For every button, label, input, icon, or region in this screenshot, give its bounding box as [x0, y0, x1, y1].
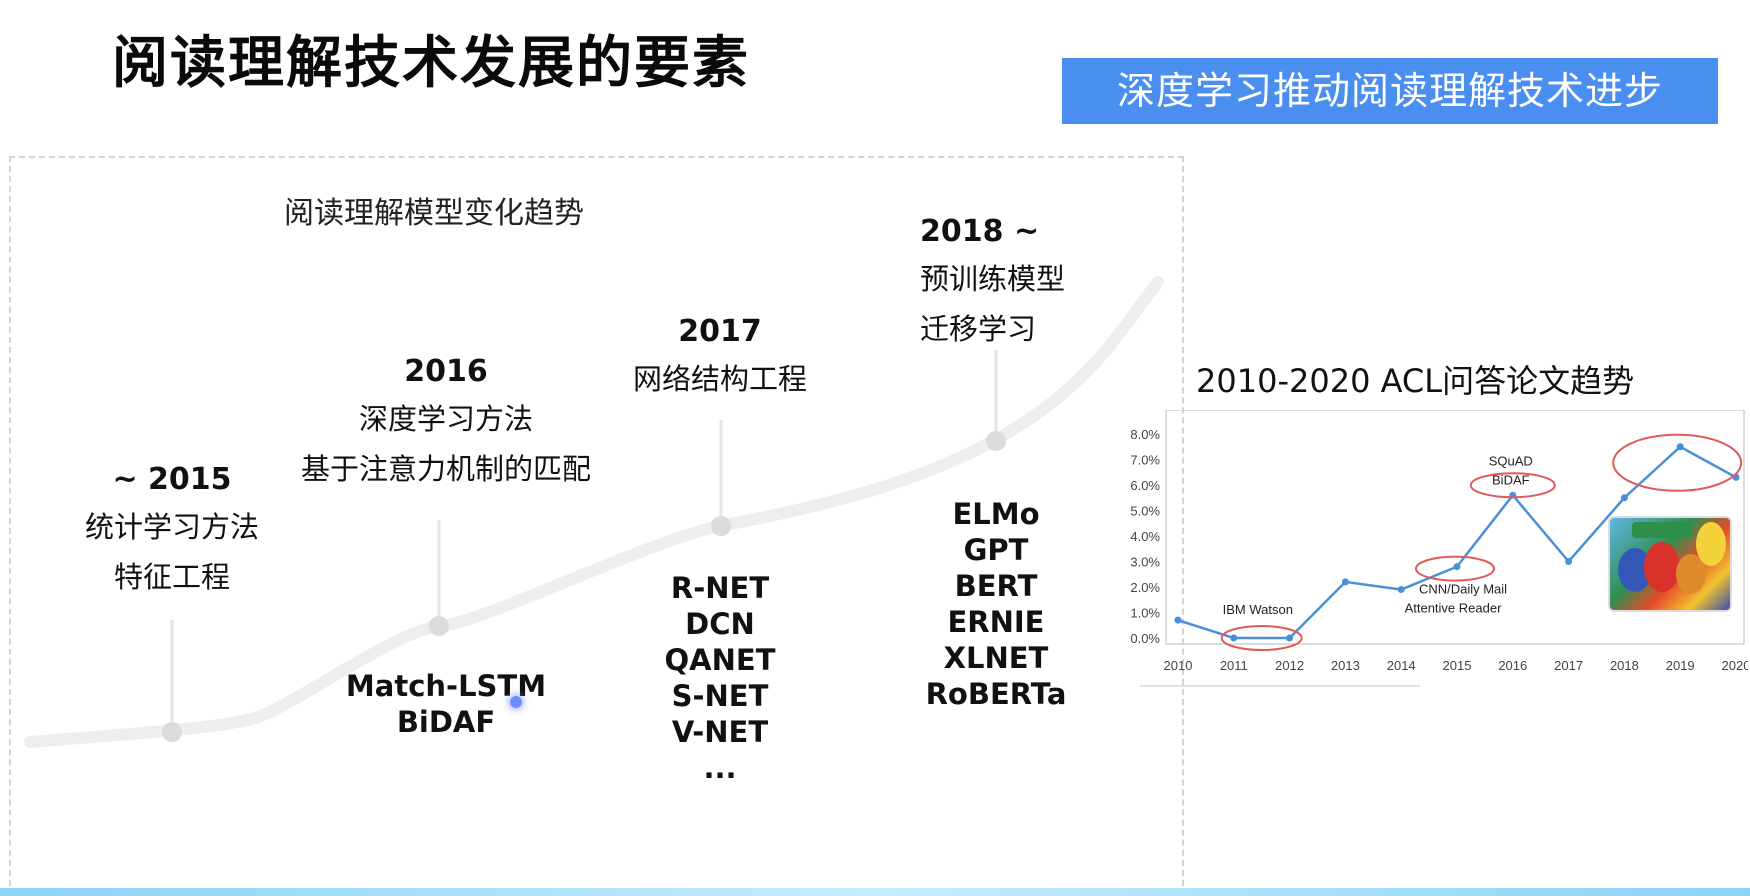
- y-tick-label: 1.0%: [1130, 606, 1160, 621]
- model-name: V-NET: [620, 714, 820, 750]
- model-name: XLNET: [896, 640, 1096, 676]
- stage-4-line: 迁移学习: [920, 304, 1065, 354]
- stage-3-year: 2017: [600, 310, 840, 354]
- model-name: GPT: [896, 532, 1096, 568]
- y-tick-label: 4.0%: [1130, 529, 1160, 544]
- x-tick-label: 2017: [1554, 658, 1583, 673]
- data-point: [1286, 635, 1293, 642]
- stage-2-line: 基于注意力机制的匹配: [286, 444, 606, 494]
- sesame-street-image: [1608, 516, 1732, 612]
- y-tick-label: 7.0%: [1130, 453, 1160, 468]
- data-point: [1175, 617, 1182, 624]
- x-tick-label: 2010: [1164, 658, 1193, 673]
- y-tick-label: 8.0%: [1130, 427, 1160, 442]
- data-point: [1398, 586, 1405, 593]
- pointer-indicator: [510, 696, 522, 708]
- stage-3-models: R-NET DCN QANET S-NET V-NET ...: [620, 570, 820, 786]
- y-tick-label: 3.0%: [1130, 555, 1160, 570]
- timeline-heading: 阅读理解模型变化趋势: [284, 188, 584, 232]
- stage-2-line: 深度学习方法: [286, 394, 606, 444]
- x-tick-label: 2011: [1220, 658, 1248, 673]
- data-point: [1677, 443, 1684, 450]
- model-name: Match-LSTM: [326, 668, 566, 704]
- stage-2-label: 2016 深度学习方法 基于注意力机制的匹配: [286, 350, 606, 494]
- model-name: RoBERTa: [896, 676, 1096, 712]
- y-tick-label: 0.0%: [1130, 631, 1160, 646]
- stage-2-year: 2016: [286, 350, 606, 394]
- chart-annotation: IBM Watson: [1223, 602, 1293, 617]
- chart-annotation: Attentive Reader: [1405, 601, 1503, 616]
- x-tick-label: 2012: [1275, 658, 1304, 673]
- x-tick-label: 2020: [1722, 658, 1748, 673]
- model-name: ERNIE: [896, 604, 1096, 640]
- y-tick-label: 6.0%: [1130, 478, 1160, 493]
- stage-4-models: ELMo GPT BERT ERNIE XLNET RoBERTa: [896, 496, 1096, 712]
- model-name: ...: [620, 750, 820, 786]
- x-tick-label: 2014: [1387, 658, 1416, 673]
- chart-title: 2010-2020 ACL问答论文趋势: [1196, 356, 1634, 402]
- data-point: [1621, 494, 1628, 501]
- y-tick-label: 5.0%: [1130, 504, 1160, 519]
- data-point: [1342, 578, 1349, 585]
- chart-annotation: CNN/Daily Mail: [1419, 582, 1507, 597]
- highlight-ellipse-2019: [1613, 435, 1741, 491]
- x-tick-label: 2019: [1666, 658, 1695, 673]
- x-tick-label: 2015: [1443, 658, 1472, 673]
- x-tick-label: 2018: [1610, 658, 1639, 673]
- stage-4-line: 预训练模型: [920, 254, 1065, 304]
- data-point: [1454, 563, 1461, 570]
- model-name: ELMo: [896, 496, 1096, 532]
- stage-3-line: 网络结构工程: [600, 354, 840, 404]
- x-tick-label: 2013: [1331, 658, 1360, 673]
- stage-3-label: 2017 网络结构工程: [600, 310, 840, 404]
- stage-1-label: ~ 2015 统计学习方法 特征工程: [52, 458, 292, 602]
- model-name: S-NET: [620, 678, 820, 714]
- stage-4-label: 2018 ~ 预训练模型 迁移学习: [920, 210, 1065, 354]
- chart-annotation: SQuAD: [1489, 454, 1533, 469]
- model-name: R-NET: [620, 570, 820, 606]
- stage-1-year: ~ 2015: [52, 458, 292, 502]
- stage-4-year: 2018 ~: [920, 210, 1065, 254]
- page-title: 阅读理解技术发展的要素: [112, 18, 750, 99]
- model-name: BERT: [896, 568, 1096, 604]
- stage-1-line: 特征工程: [52, 552, 292, 602]
- data-point: [1230, 635, 1237, 642]
- chart-annotation: BiDAF: [1492, 473, 1530, 488]
- model-name: QANET: [620, 642, 820, 678]
- stage-2-models: Match-LSTM BiDAF: [326, 668, 566, 740]
- model-name: BiDAF: [326, 704, 566, 740]
- x-tick-label: 2016: [1498, 658, 1527, 673]
- model-name: DCN: [620, 606, 820, 642]
- y-tick-label: 2.0%: [1130, 580, 1160, 595]
- stage-1-line: 统计学习方法: [52, 502, 292, 552]
- bottom-accent-bar: [0, 888, 1750, 896]
- subtitle-banner: 深度学习推动阅读理解技术进步: [1062, 58, 1718, 124]
- data-point: [1565, 558, 1572, 565]
